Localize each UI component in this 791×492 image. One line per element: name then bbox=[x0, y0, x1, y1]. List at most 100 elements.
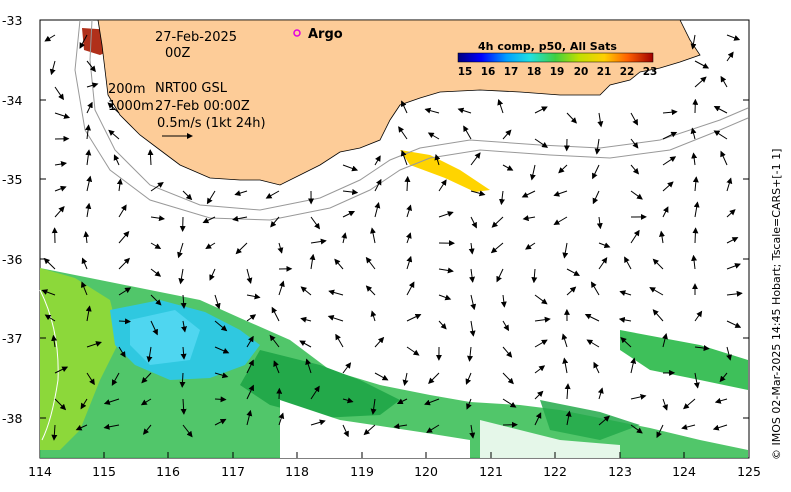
current-vector bbox=[594, 138, 601, 155]
current-vector bbox=[497, 98, 504, 114]
current-vector bbox=[598, 415, 610, 426]
scale-label: 0.5m/s (1kt 24h) bbox=[157, 116, 266, 131]
current-vector bbox=[534, 138, 549, 148]
current-vector bbox=[592, 164, 600, 180]
current-vector bbox=[299, 340, 312, 348]
current-vector bbox=[561, 333, 568, 348]
current-vector bbox=[310, 216, 320, 230]
current-vector bbox=[596, 216, 603, 230]
current-vector bbox=[246, 384, 254, 400]
x-tick-label: 120 bbox=[414, 464, 438, 479]
current-vector bbox=[500, 294, 507, 308]
current-vector bbox=[83, 231, 90, 244]
current-vector bbox=[652, 309, 664, 322]
current-vector bbox=[502, 346, 513, 358]
current-vector bbox=[86, 82, 99, 89]
current-vector bbox=[370, 227, 376, 244]
colorbar-title: 4h comp, p50, All Sats bbox=[478, 40, 617, 53]
y-tick-label: -36 bbox=[2, 252, 23, 267]
current-vector bbox=[80, 281, 88, 296]
current-vector bbox=[365, 256, 376, 270]
current-vector bbox=[406, 204, 412, 218]
current-vector bbox=[491, 216, 504, 228]
current-vector bbox=[309, 253, 316, 270]
current-vector bbox=[692, 176, 699, 192]
current-vector bbox=[499, 190, 505, 206]
current-vector bbox=[656, 424, 664, 439]
current-vector bbox=[694, 76, 707, 88]
current-vector bbox=[662, 333, 668, 348]
current-vector bbox=[80, 398, 88, 410]
current-vector bbox=[424, 107, 440, 114]
current-vector bbox=[720, 75, 728, 88]
current-vector bbox=[214, 346, 230, 354]
current-vector bbox=[566, 268, 580, 276]
current-vector bbox=[107, 102, 120, 114]
current-vector bbox=[396, 398, 408, 404]
x-tick-label: 123 bbox=[608, 464, 632, 479]
current-vector bbox=[553, 216, 568, 226]
current-vector bbox=[502, 164, 514, 171]
date-label: 27-Feb-2025 bbox=[155, 30, 238, 45]
current-vector bbox=[424, 398, 440, 406]
current-vector bbox=[470, 216, 477, 229]
current-vector bbox=[232, 215, 248, 222]
current-vector bbox=[328, 289, 344, 296]
current-vector bbox=[694, 345, 710, 351]
current-vector bbox=[662, 398, 668, 411]
current-vector bbox=[693, 372, 700, 389]
current-vector bbox=[428, 372, 440, 385]
current-vector bbox=[630, 190, 643, 200]
current-vector bbox=[103, 398, 120, 405]
current-vector bbox=[246, 359, 254, 374]
current-vector bbox=[584, 314, 600, 322]
current-vector bbox=[521, 190, 536, 198]
sst-green-band bbox=[40, 268, 748, 458]
current-vector bbox=[457, 107, 472, 114]
current-vector bbox=[597, 112, 604, 128]
current-vector bbox=[534, 390, 544, 400]
current-vector bbox=[465, 372, 472, 385]
argo-label: Argo bbox=[308, 27, 343, 42]
current-vector bbox=[490, 242, 504, 254]
colorbar-tick: 21 bbox=[596, 66, 612, 78]
current-vector bbox=[726, 290, 743, 297]
current-vector bbox=[586, 339, 600, 348]
current-vector bbox=[43, 257, 56, 270]
current-vector bbox=[624, 256, 632, 270]
current-vector bbox=[598, 242, 611, 249]
current-vector bbox=[692, 227, 699, 244]
current-vector bbox=[438, 179, 447, 192]
current-vector bbox=[694, 60, 710, 69]
current-vector bbox=[469, 424, 476, 439]
current-vector bbox=[147, 149, 154, 166]
current-vector bbox=[49, 60, 56, 76]
current-vector bbox=[726, 51, 734, 62]
current-vector bbox=[150, 320, 158, 336]
x-tick-label: 119 bbox=[350, 464, 374, 479]
axis-ticks bbox=[40, 19, 749, 458]
current-vector bbox=[179, 372, 186, 388]
current-vector bbox=[564, 383, 571, 400]
current-vector bbox=[140, 398, 152, 406]
current-vector bbox=[246, 314, 257, 322]
current-vector bbox=[659, 230, 665, 244]
x-tick-label: 121 bbox=[479, 464, 503, 479]
y-tick-label: -38 bbox=[2, 411, 23, 426]
current-vector bbox=[693, 201, 700, 218]
current-vector bbox=[181, 320, 187, 333]
current-vector bbox=[86, 341, 102, 348]
x-tick-label: 122 bbox=[543, 464, 567, 479]
current-vector bbox=[118, 287, 132, 296]
sst-swaths bbox=[40, 28, 748, 458]
y-tick-label: -37 bbox=[2, 331, 23, 346]
current-vector bbox=[108, 129, 120, 140]
colorbar-tick: 20 bbox=[573, 66, 589, 78]
current-vector bbox=[630, 229, 640, 244]
current-vector bbox=[54, 366, 69, 374]
current-vector bbox=[438, 294, 452, 301]
current-vector bbox=[86, 101, 93, 114]
current-vector bbox=[662, 181, 674, 192]
x-tick-label: 115 bbox=[92, 464, 116, 479]
current-vector bbox=[342, 164, 359, 172]
